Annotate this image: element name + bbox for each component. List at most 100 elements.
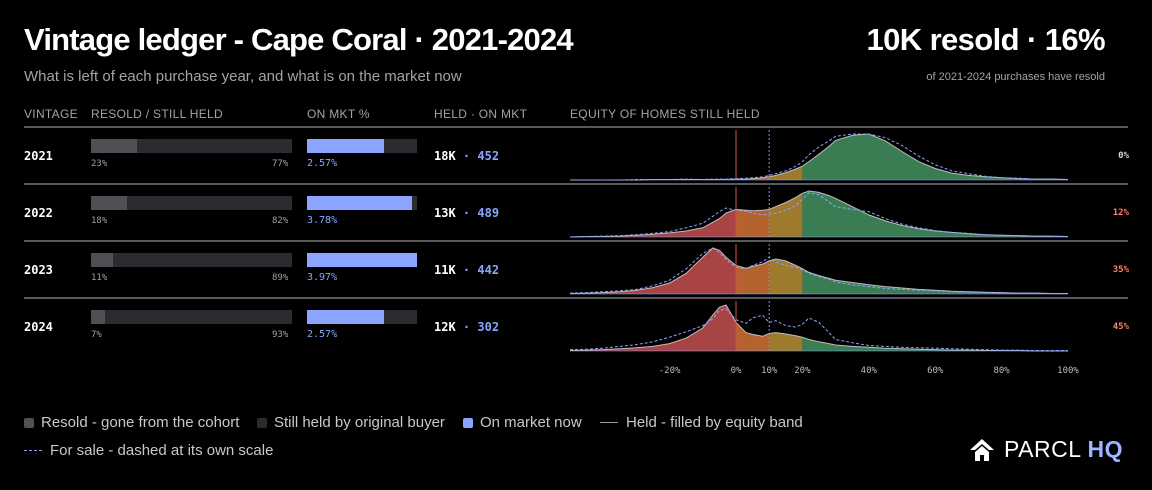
on-market-pct: 2.57%: [307, 329, 338, 340]
column-header-equity: EQUITY OF HOMES STILL HELD: [570, 107, 760, 121]
resold-held-bar: [91, 196, 292, 210]
row-divider: [24, 126, 1128, 128]
legend-line-glyph: [600, 422, 618, 423]
resold-held-bar: [91, 139, 292, 153]
column-header-held: HELD · ON MKT: [434, 107, 528, 121]
held-density-line: [569, 190, 1069, 238]
equity-band-negative: [570, 305, 736, 351]
negative-equity-share: 0%: [1118, 151, 1129, 161]
resold-bar-fill: [91, 139, 138, 153]
for-sale-density-line: [569, 308, 1068, 351]
resold-pct: 11%: [91, 273, 108, 283]
headline-stat: 10K resold · 16%: [866, 22, 1105, 57]
negative-equity-share: 45%: [1112, 322, 1129, 332]
resold-held-bar: [91, 253, 292, 267]
for-sale-density-line: [570, 133, 1069, 181]
legend-item-resold: Resold - gone from the cohort: [24, 414, 239, 431]
negative-equity-share: 12%: [1112, 208, 1129, 218]
brand-logo: PARCL HQ: [968, 436, 1123, 463]
equity-band-20%+: [802, 191, 1068, 237]
equity-band-10-20%: [769, 305, 803, 351]
held-count: 11K: [434, 263, 456, 277]
legend-label-resold: Resold - gone from the cohort: [41, 414, 240, 431]
on-market-bar-fill: [307, 310, 384, 324]
legend-label-held-line: Held - filled by equity band: [626, 414, 803, 431]
legend-item-for-sale: For sale - dashed at its own scale: [24, 442, 273, 459]
resold-pct: 18%: [91, 216, 108, 226]
for-sale-density-line: [569, 192, 1068, 238]
held-on-market-count: 13K · 489: [434, 206, 500, 220]
held-on-market-count: 12K · 302: [434, 320, 500, 334]
equity-band-0-10%: [736, 248, 770, 294]
on-market-bar-fill: [307, 253, 417, 267]
resold-held-bar: [91, 310, 292, 324]
held-density-line: [569, 304, 1068, 352]
held-on-market-count: 18K · 452: [434, 149, 500, 163]
x-tick-label: -20%: [659, 366, 681, 376]
held-pct: 93%: [272, 330, 289, 340]
vintage-label: 2024: [24, 320, 53, 334]
held-count: 12K: [434, 320, 456, 334]
column-header-on-mkt: ON MKT %: [307, 107, 370, 121]
brand-name: PARCL: [1004, 436, 1082, 462]
vintage-label: 2021: [24, 149, 53, 163]
x-tick-label: 100%: [1057, 366, 1079, 376]
held-pct: 89%: [272, 273, 289, 283]
resold-pct: 7%: [91, 330, 102, 340]
legend-label-for-sale: For sale - dashed at its own scale: [50, 442, 274, 459]
equity-band-10-20%: [769, 248, 803, 294]
legend-swatch-resold: [24, 417, 34, 428]
on-market-bar: [307, 139, 417, 153]
held-pct: 82%: [272, 216, 289, 226]
on-market-bar-fill: [307, 196, 412, 210]
resold-bar-fill: [91, 253, 114, 267]
on-market-pct: 3.97%: [307, 272, 338, 283]
on-market-pct: 2.57%: [307, 158, 338, 169]
x-tick-label: 20%: [794, 366, 811, 376]
row-divider: [24, 240, 1128, 242]
equity-band-0-10%: [736, 134, 770, 180]
equity-band-20%+: [802, 248, 1068, 294]
on-market-bar-fill: [307, 139, 384, 153]
on-market-bar: [307, 253, 417, 267]
held-on-market-count: 11K · 442: [434, 263, 500, 277]
on-market-pct: 3.78%: [307, 215, 338, 226]
equity-distribution-chart: -20% 0% 10% 20% 40% 60% 80% 100%: [569, 130, 1079, 376]
legend-item-held-line: Held - filled by equity band: [600, 414, 803, 431]
on-market-count: 302: [477, 320, 500, 334]
on-market-bar: [307, 310, 417, 324]
equity-band-20%+: [802, 305, 1068, 351]
legend-swatch-on-market: [463, 417, 473, 428]
page-subtitle: What is left of each purchase year, and …: [24, 68, 462, 85]
x-tick-label: 80%: [993, 366, 1010, 376]
equity-band-20%+: [802, 134, 1068, 180]
legend-swatch-held: [257, 417, 267, 428]
resold-pct: 23%: [91, 159, 108, 169]
negative-equity-share: 35%: [1112, 265, 1129, 275]
legend-label-held: Still held by original buyer: [274, 414, 445, 431]
headline-caption: of 2021-2024 purchases have resold: [926, 71, 1105, 83]
held-count: 13K: [434, 206, 456, 220]
on-market-count: 452: [477, 149, 500, 163]
brand-suffix: HQ: [1087, 436, 1123, 462]
equity-band-0-10%: [736, 191, 770, 237]
row-divider: [24, 297, 1128, 299]
column-header-vintage: VINTAGE: [24, 107, 78, 121]
held-pct: 77%: [272, 159, 289, 169]
x-tick-label: 40%: [861, 366, 878, 376]
x-tick-label: 0%: [731, 366, 742, 376]
legend-dash-glyph: [24, 450, 42, 451]
equity-band-negative: [570, 191, 736, 237]
vintage-label: 2023: [24, 263, 53, 277]
on-market-count: 489: [477, 206, 500, 220]
row-divider: [24, 183, 1128, 185]
legend-label-on-market: On market now: [480, 414, 582, 431]
on-market-count: 442: [477, 263, 500, 277]
parcl-house-icon: [970, 438, 994, 461]
resold-bar-fill: [91, 196, 128, 210]
legend-item-held: Still held by original buyer: [257, 414, 445, 431]
column-header-resold: RESOLD / STILL HELD: [91, 107, 223, 121]
x-tick-label: 10%: [761, 366, 778, 376]
equity-band-negative: [570, 248, 736, 294]
x-tick-label: 60%: [927, 366, 944, 376]
